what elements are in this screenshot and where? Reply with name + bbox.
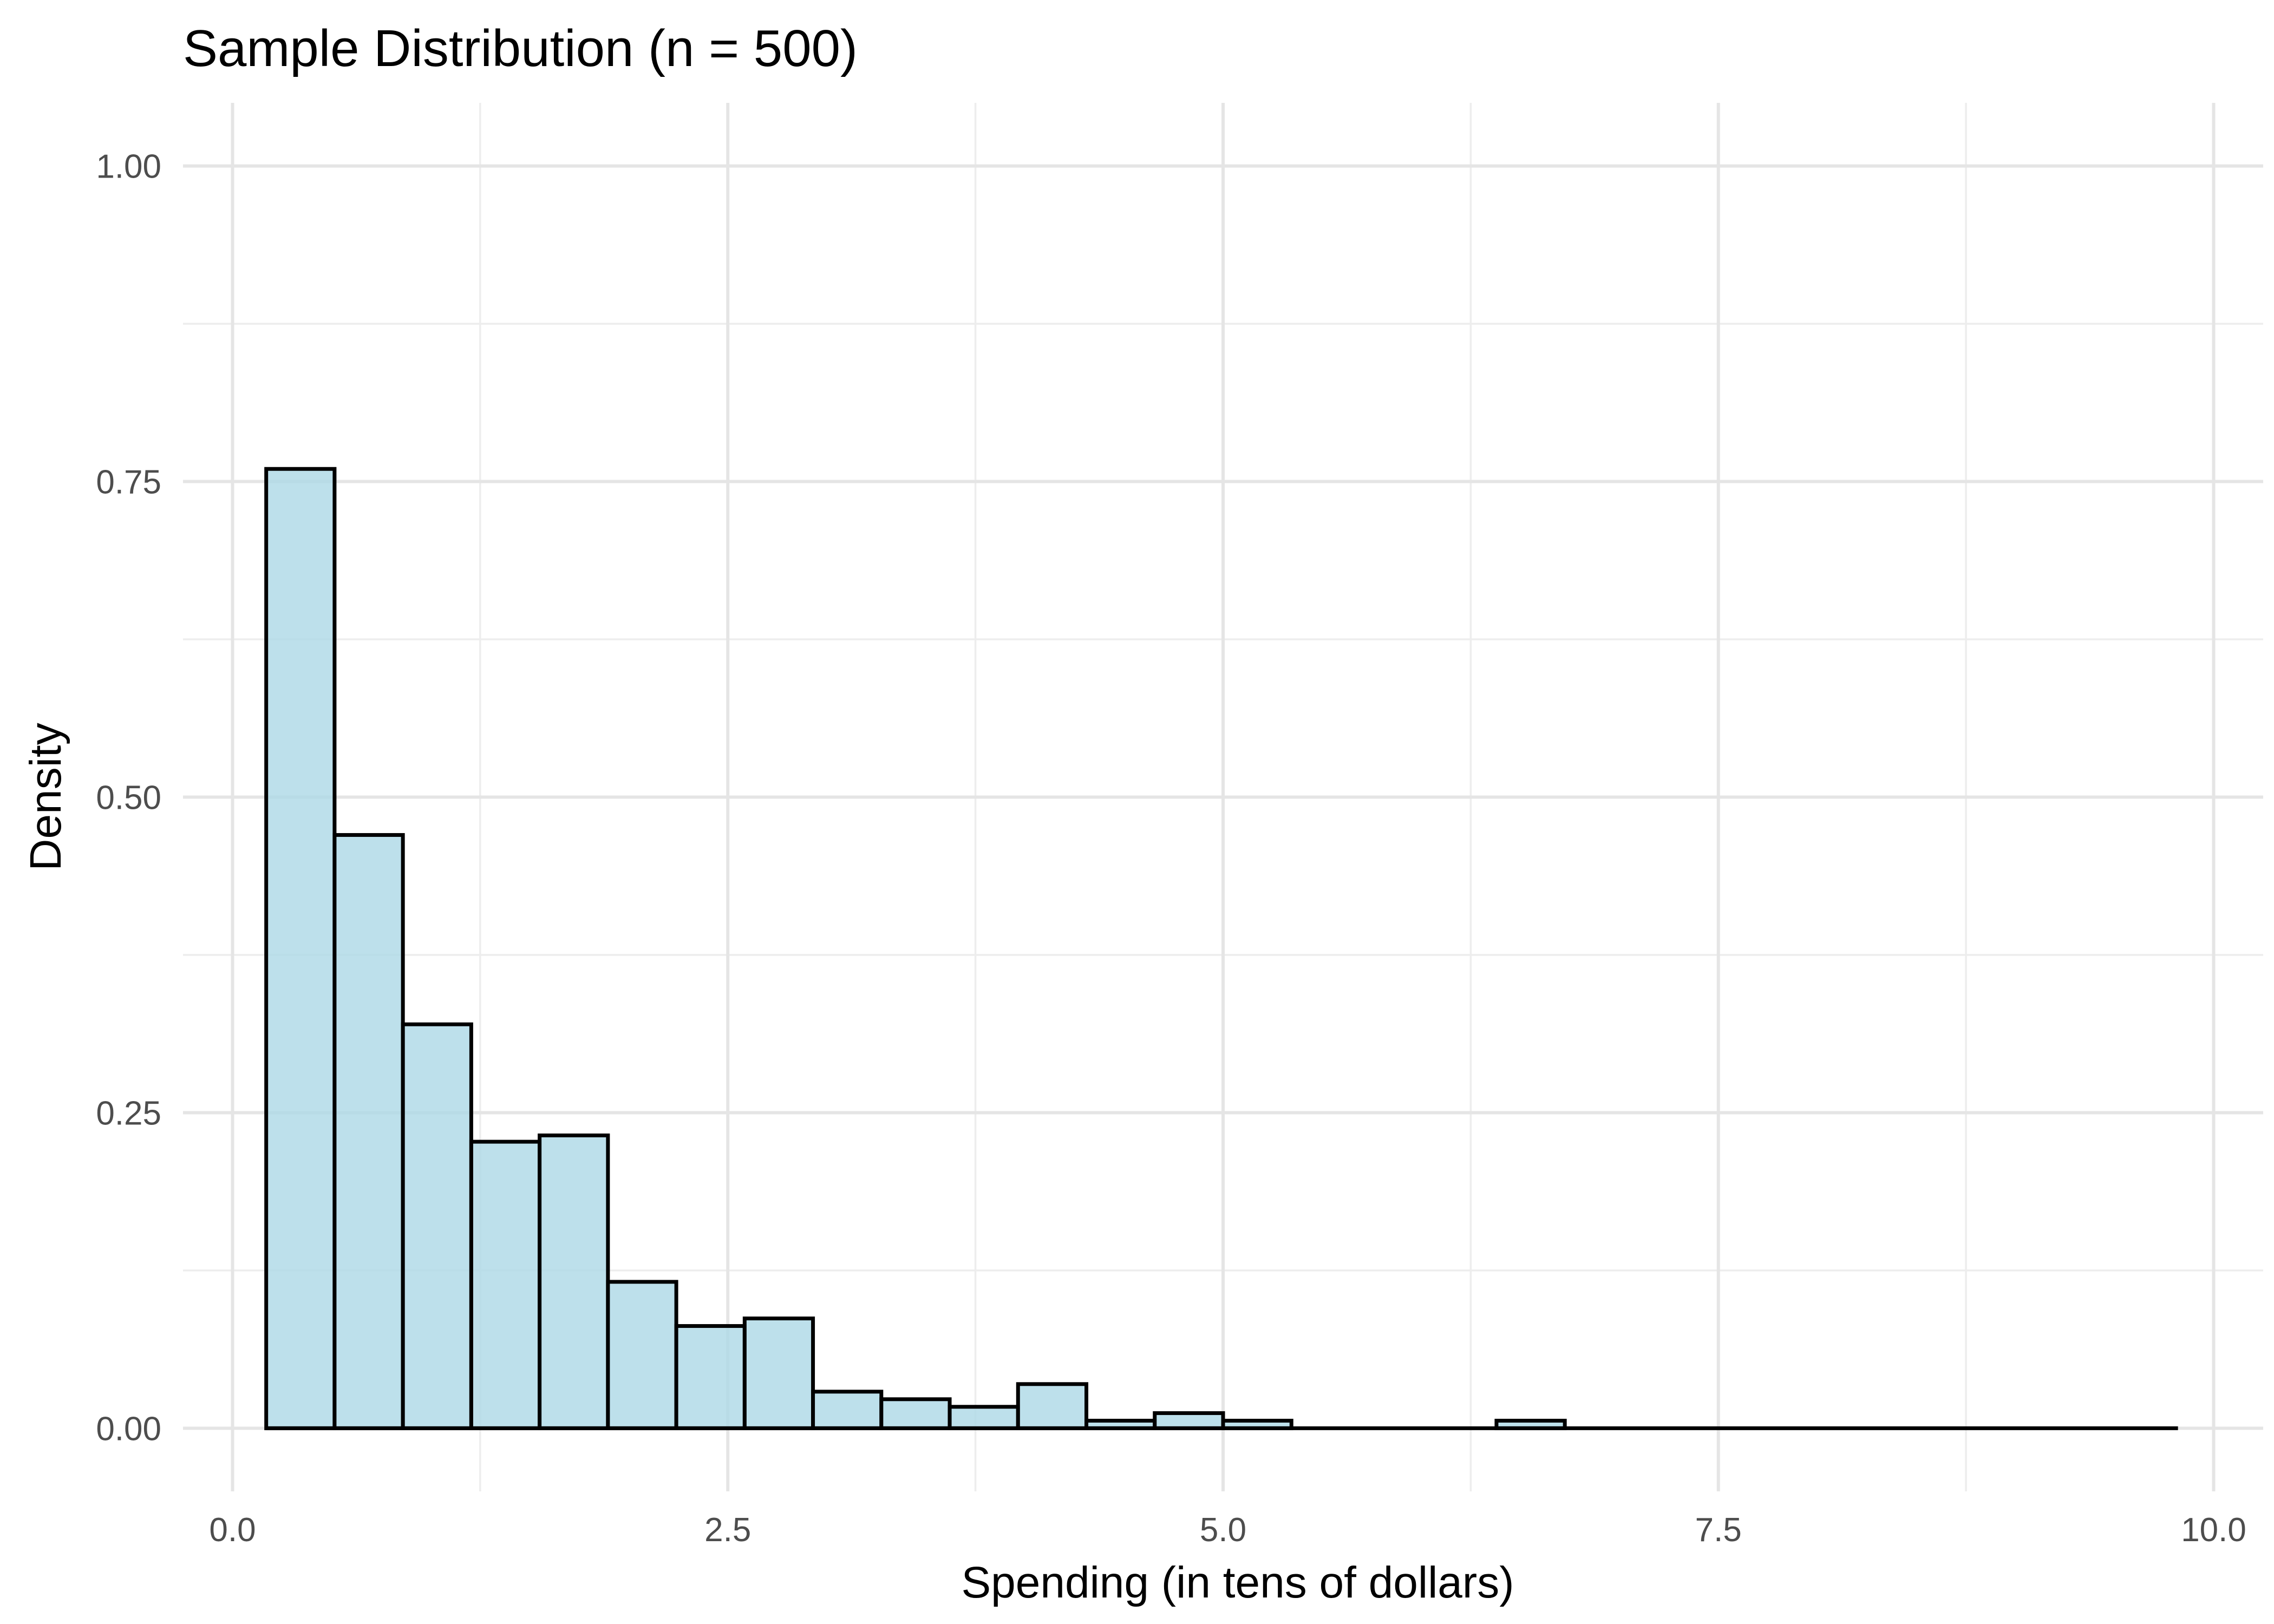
x-axis-title: Spending (in tens of dollars) xyxy=(961,1558,1514,1607)
x-tick-label: 5.0 xyxy=(1200,1511,1246,1549)
y-tick-label: 0.50 xyxy=(96,780,161,817)
histogram-bar xyxy=(811,1390,884,1430)
histogram-bars xyxy=(264,467,1567,1430)
y-tick-label: 0.25 xyxy=(96,1095,161,1132)
y-tick-label: 0.00 xyxy=(96,1410,161,1448)
histogram-bar xyxy=(264,467,337,1430)
x-tick-label: 7.5 xyxy=(1695,1511,1742,1549)
histogram-bar xyxy=(1016,1382,1089,1430)
histogram-bar xyxy=(742,1317,815,1430)
histogram-bar xyxy=(469,1140,542,1430)
y-tick-label: 1.00 xyxy=(96,148,161,186)
histogram-bar xyxy=(948,1405,1020,1430)
histogram-bar xyxy=(606,1280,678,1430)
histogram-bar xyxy=(332,833,405,1430)
y-axis-tick-labels: 0.00 0.25 0.50 0.75 1.00 xyxy=(96,148,161,1448)
x-tick-label: 2.5 xyxy=(704,1511,751,1549)
y-tick-label: 0.75 xyxy=(96,464,161,501)
histogram-bar xyxy=(879,1397,952,1430)
histogram-bar xyxy=(538,1133,610,1430)
histogram-bar xyxy=(401,1022,473,1430)
chart-title: Sample Distribution (n = 500) xyxy=(183,19,858,77)
x-axis-tick-labels: 0.0 2.5 5.0 7.5 10.0 xyxy=(209,1511,2246,1549)
histogram-bar xyxy=(674,1324,747,1430)
y-axis-title: Density xyxy=(21,723,70,870)
histogram-bar xyxy=(1153,1411,1225,1430)
x-tick-label: 0.0 xyxy=(209,1511,256,1549)
x-tick-label: 10.0 xyxy=(2181,1511,2246,1549)
